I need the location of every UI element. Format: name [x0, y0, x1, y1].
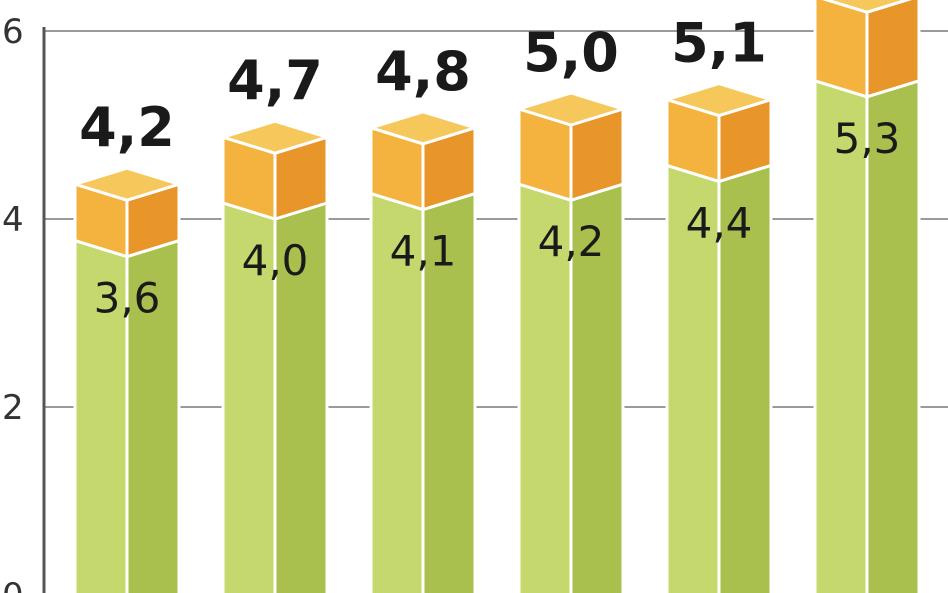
- bar-column: [221, 119, 329, 593]
- bar-total-value-label: 5,1: [671, 12, 767, 75]
- bar-inner-value-label: 5,3: [834, 114, 901, 163]
- bar-segment-orange-side: [865, 0, 921, 99]
- bar-top-cap: [822, 0, 912, 14]
- gridlines: [44, 30, 948, 408]
- bar-column: [517, 91, 625, 593]
- bar-total-value-label: 4,8: [375, 40, 471, 103]
- bar-total-value-label: 5,0: [523, 21, 619, 84]
- y-tick-label: 2: [2, 388, 24, 428]
- data-labels: 3,6 4,2 4,0 4,7 4,1 4,8 4,2 5,0 4,4 5,1 5,3: [79, 12, 900, 323]
- bar-inner-value-label: 4,2: [538, 217, 605, 266]
- y-axis: 0 2 4 6: [2, 12, 46, 593]
- bar-top-cap: [369, 110, 477, 146]
- bar-column: [665, 82, 773, 593]
- y-tick-label: 4: [2, 200, 24, 240]
- bar-column: [813, 0, 921, 593]
- bar-total-value-label: 4,2: [79, 96, 175, 159]
- bar-total-value-label: 4,7: [227, 49, 323, 112]
- y-tick-label: 6: [2, 12, 24, 52]
- bar-top-cap: [665, 82, 773, 118]
- bar-top-cap: [517, 91, 625, 127]
- bar-top-cap: [221, 119, 329, 155]
- bar-inner-value-label: 4,1: [390, 227, 457, 276]
- bar-inner-value-label: 4,0: [242, 236, 309, 285]
- bar-segment-orange-front: [813, 0, 869, 99]
- bar-column: [73, 166, 181, 593]
- bar-inner-value-label: 4,4: [686, 198, 753, 247]
- y-tick-label: 0: [2, 576, 24, 593]
- bar-top-cap: [73, 166, 181, 202]
- bar-inner-value-label: 3,6: [94, 274, 161, 323]
- bars: [73, 0, 921, 593]
- bar-column: [369, 110, 477, 593]
